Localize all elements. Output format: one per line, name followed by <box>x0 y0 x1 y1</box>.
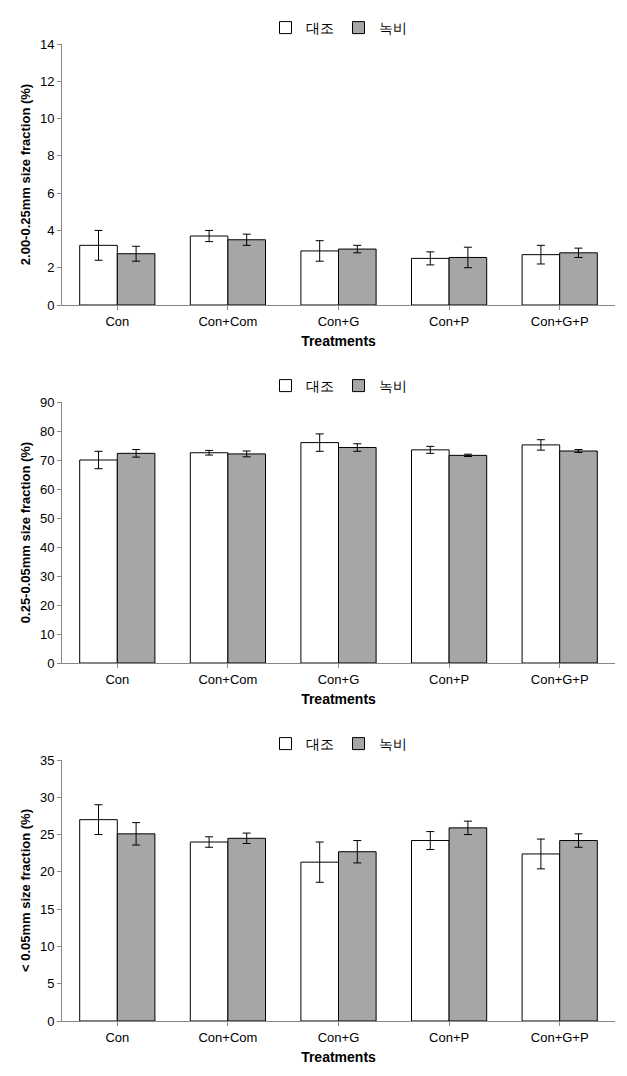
svg-text:녹비: 녹비 <box>379 736 407 752</box>
svg-text:Con: Con <box>105 672 129 687</box>
svg-text:Con+Com: Con+Com <box>198 314 257 329</box>
svg-text:0: 0 <box>47 1014 54 1029</box>
svg-text:대조: 대조 <box>306 736 334 752</box>
svg-text:Con+G+P: Con+G+P <box>531 314 589 329</box>
svg-text:0.25-0.05mm size fraction (%): 0.25-0.05mm size fraction (%) <box>18 442 33 623</box>
svg-text:25: 25 <box>40 827 54 842</box>
svg-text:30: 30 <box>40 790 54 805</box>
svg-text:10: 10 <box>40 627 54 642</box>
svg-text:Treatments: Treatments <box>301 1049 376 1065</box>
svg-text:Con+G: Con+G <box>318 672 360 687</box>
svg-text:Con+P: Con+P <box>429 672 469 687</box>
svg-text:8: 8 <box>47 148 54 163</box>
svg-text:녹비: 녹비 <box>379 20 407 36</box>
svg-text:4: 4 <box>47 223 54 238</box>
svg-text:30: 30 <box>40 569 54 584</box>
svg-text:2: 2 <box>47 260 54 275</box>
svg-text:Con+G: Con+G <box>318 1030 360 1045</box>
svg-text:녹비: 녹비 <box>379 378 407 394</box>
svg-text:10: 10 <box>40 111 54 126</box>
svg-text:대조: 대조 <box>306 20 334 36</box>
svg-text:Con+P: Con+P <box>429 314 469 329</box>
svg-text:Con+G+P: Con+G+P <box>531 672 589 687</box>
svg-text:Treatments: Treatments <box>301 691 376 707</box>
svg-text:40: 40 <box>40 540 54 555</box>
svg-text:Con+P: Con+P <box>429 1030 469 1045</box>
svg-text:50: 50 <box>40 511 54 526</box>
svg-text:5: 5 <box>47 976 54 991</box>
svg-text:90: 90 <box>40 395 54 410</box>
svg-text:Con+Com: Con+Com <box>198 672 257 687</box>
svg-text:Con+Com: Con+Com <box>198 1030 257 1045</box>
svg-text:20: 20 <box>40 598 54 613</box>
svg-text:< 0.05mm size fraction (%): < 0.05mm size fraction (%) <box>18 809 33 972</box>
svg-text:70: 70 <box>40 453 54 468</box>
svg-text:Con: Con <box>105 314 129 329</box>
svg-text:80: 80 <box>40 424 54 439</box>
svg-text:Treatments: Treatments <box>301 333 376 349</box>
svg-text:60: 60 <box>40 482 54 497</box>
svg-text:20: 20 <box>40 864 54 879</box>
svg-text:2.00-0.25mm size fraction (%): 2.00-0.25mm size fraction (%) <box>18 84 33 265</box>
svg-text:35: 35 <box>40 753 54 768</box>
svg-text:6: 6 <box>47 186 54 201</box>
svg-text:15: 15 <box>40 902 54 917</box>
svg-text:대조: 대조 <box>306 378 334 394</box>
svg-text:0: 0 <box>47 298 54 313</box>
svg-text:14: 14 <box>40 37 54 52</box>
svg-text:Con: Con <box>105 1030 129 1045</box>
svg-text:Con+G: Con+G <box>318 314 360 329</box>
svg-text:0: 0 <box>47 656 54 671</box>
svg-text:12: 12 <box>40 74 54 89</box>
svg-text:10: 10 <box>40 939 54 954</box>
svg-text:Con+G+P: Con+G+P <box>531 1030 589 1045</box>
